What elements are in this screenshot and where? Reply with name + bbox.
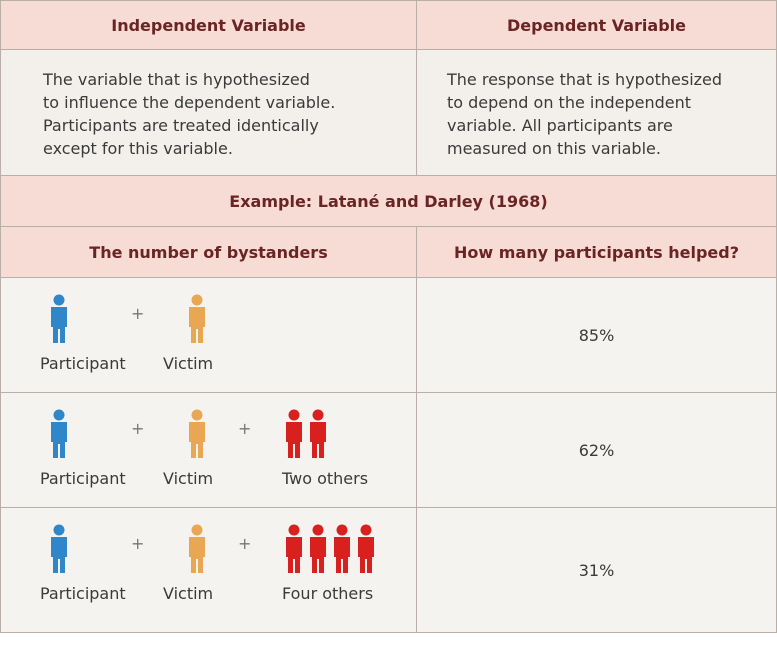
column-header: The number of bystanders <box>0 226 417 278</box>
figure-label: Participant <box>40 354 126 373</box>
definition: The response that is hypothesized to depe… <box>416 49 777 176</box>
result: 62% <box>416 392 777 508</box>
definition-line: The response that is hypothesized <box>447 70 723 89</box>
example-title: Example: Latané and Darley (1968) <box>0 175 777 227</box>
figure-label: Victim <box>163 469 214 488</box>
definition-line: to depend on the independent <box>447 93 692 112</box>
column-header: How many participants helped? <box>416 226 777 278</box>
person-icon <box>286 409 302 458</box>
plus-sign: + <box>238 419 252 438</box>
plus-sign: + <box>131 304 145 323</box>
definition: The variable that is hypothesized to infl… <box>0 49 417 176</box>
figure-label: Participant <box>40 584 126 603</box>
person-icon <box>189 409 205 458</box>
plus-sign: + <box>131 419 145 438</box>
column-header: Dependent Variable <box>416 0 777 50</box>
plus-sign: + <box>131 534 145 553</box>
person-icon <box>286 524 302 573</box>
figure-label: Two others <box>282 469 369 488</box>
definition-line: Participants are treated identically <box>43 116 319 135</box>
figure-label: Four others <box>282 584 374 603</box>
person-icon <box>310 524 326 573</box>
definition-line: except for this variable. <box>43 139 233 158</box>
row-cell <box>0 277 417 393</box>
plus-sign: + <box>238 534 252 553</box>
column-header: Independent Variable <box>0 0 417 50</box>
figure-label: Victim <box>163 584 214 603</box>
person-icon <box>51 409 67 458</box>
figure-label: Victim <box>163 354 214 373</box>
person-icon <box>334 524 350 573</box>
definition-line: The variable that is hypothesized <box>43 70 310 89</box>
definition-line: measured on this variable. <box>447 139 661 158</box>
person-icon <box>189 524 205 573</box>
person-icon <box>189 294 205 343</box>
result: 31% <box>416 507 777 633</box>
definition-line: to influence the dependent variable. <box>43 93 336 112</box>
row-cell <box>0 392 417 508</box>
person-icon <box>51 294 67 343</box>
person-icon <box>51 524 67 573</box>
person-icon <box>358 524 374 573</box>
result: 85% <box>416 277 777 393</box>
figure-label: Participant <box>40 469 126 488</box>
person-icon <box>310 409 326 458</box>
definition-line: variable. All participants are <box>447 116 673 135</box>
